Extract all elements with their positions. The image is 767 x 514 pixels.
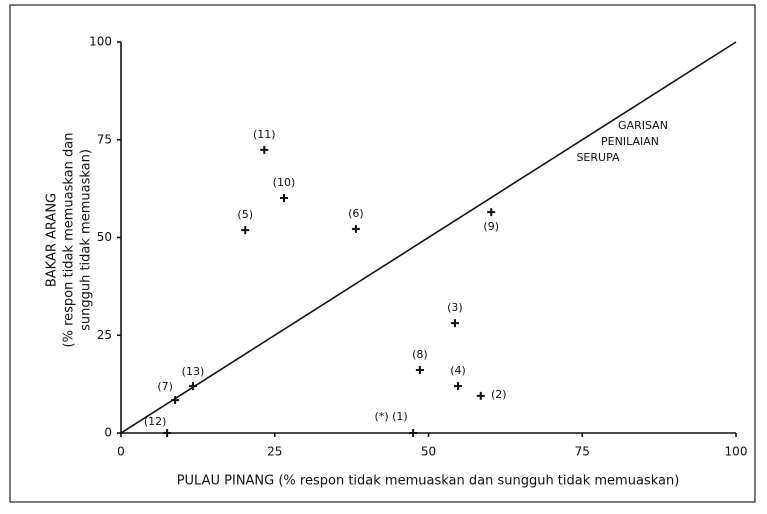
reference-label: PENILAIAN bbox=[601, 135, 659, 148]
y-axis-label: (% respon tidak memuaskan dan bbox=[62, 133, 77, 348]
point-label: (10) bbox=[273, 176, 296, 189]
point-label: (2) bbox=[491, 388, 507, 401]
marker bbox=[171, 396, 180, 405]
y-axis-label: sungguh tidak memuaskan) bbox=[79, 149, 94, 331]
marker bbox=[450, 319, 459, 328]
marker bbox=[487, 208, 496, 217]
point-label: (4) bbox=[450, 364, 466, 377]
point-label: (13) bbox=[182, 365, 205, 378]
point-label: (12) bbox=[144, 415, 167, 428]
x-tick-label: 75 bbox=[575, 445, 590, 459]
marker bbox=[163, 429, 172, 437]
marker bbox=[351, 224, 360, 233]
marker bbox=[188, 382, 197, 391]
x-axis-label: PULAU PINANG (% respon tidak memuaskan d… bbox=[177, 474, 680, 489]
point-label: (*) (1) bbox=[375, 410, 408, 423]
y-tick-label: 25 bbox=[97, 328, 112, 342]
point-label: (8) bbox=[412, 348, 428, 361]
y-tick-label: 0 bbox=[104, 426, 112, 440]
x-tick-label: 0 bbox=[117, 445, 125, 459]
reference-label: SERUPA bbox=[576, 151, 620, 164]
reference-line bbox=[120, 41, 737, 434]
x-tick-label: 50 bbox=[421, 445, 436, 459]
marker bbox=[241, 226, 250, 235]
frame bbox=[9, 4, 756, 503]
y-tick-label: 100 bbox=[89, 35, 112, 49]
point-label: (7) bbox=[157, 380, 173, 393]
reference-label: GARISAN bbox=[618, 119, 668, 132]
marker bbox=[476, 391, 485, 400]
x-tick-label: 100 bbox=[725, 445, 748, 459]
point-label: (5) bbox=[237, 208, 253, 221]
point-label: (6) bbox=[348, 207, 364, 220]
y-tick-label: 75 bbox=[97, 132, 112, 146]
marker bbox=[454, 382, 463, 391]
point-label: (3) bbox=[447, 301, 463, 314]
marker bbox=[279, 194, 288, 203]
y-tick-label: 50 bbox=[97, 230, 112, 244]
point-label: (9) bbox=[483, 220, 499, 233]
marker bbox=[415, 366, 424, 375]
y-axis-label: BAKAR ARANG bbox=[45, 193, 60, 287]
x-tick-label: 25 bbox=[267, 445, 282, 459]
point-label: (11) bbox=[253, 128, 276, 141]
marker bbox=[260, 145, 269, 154]
marker bbox=[409, 429, 418, 437]
